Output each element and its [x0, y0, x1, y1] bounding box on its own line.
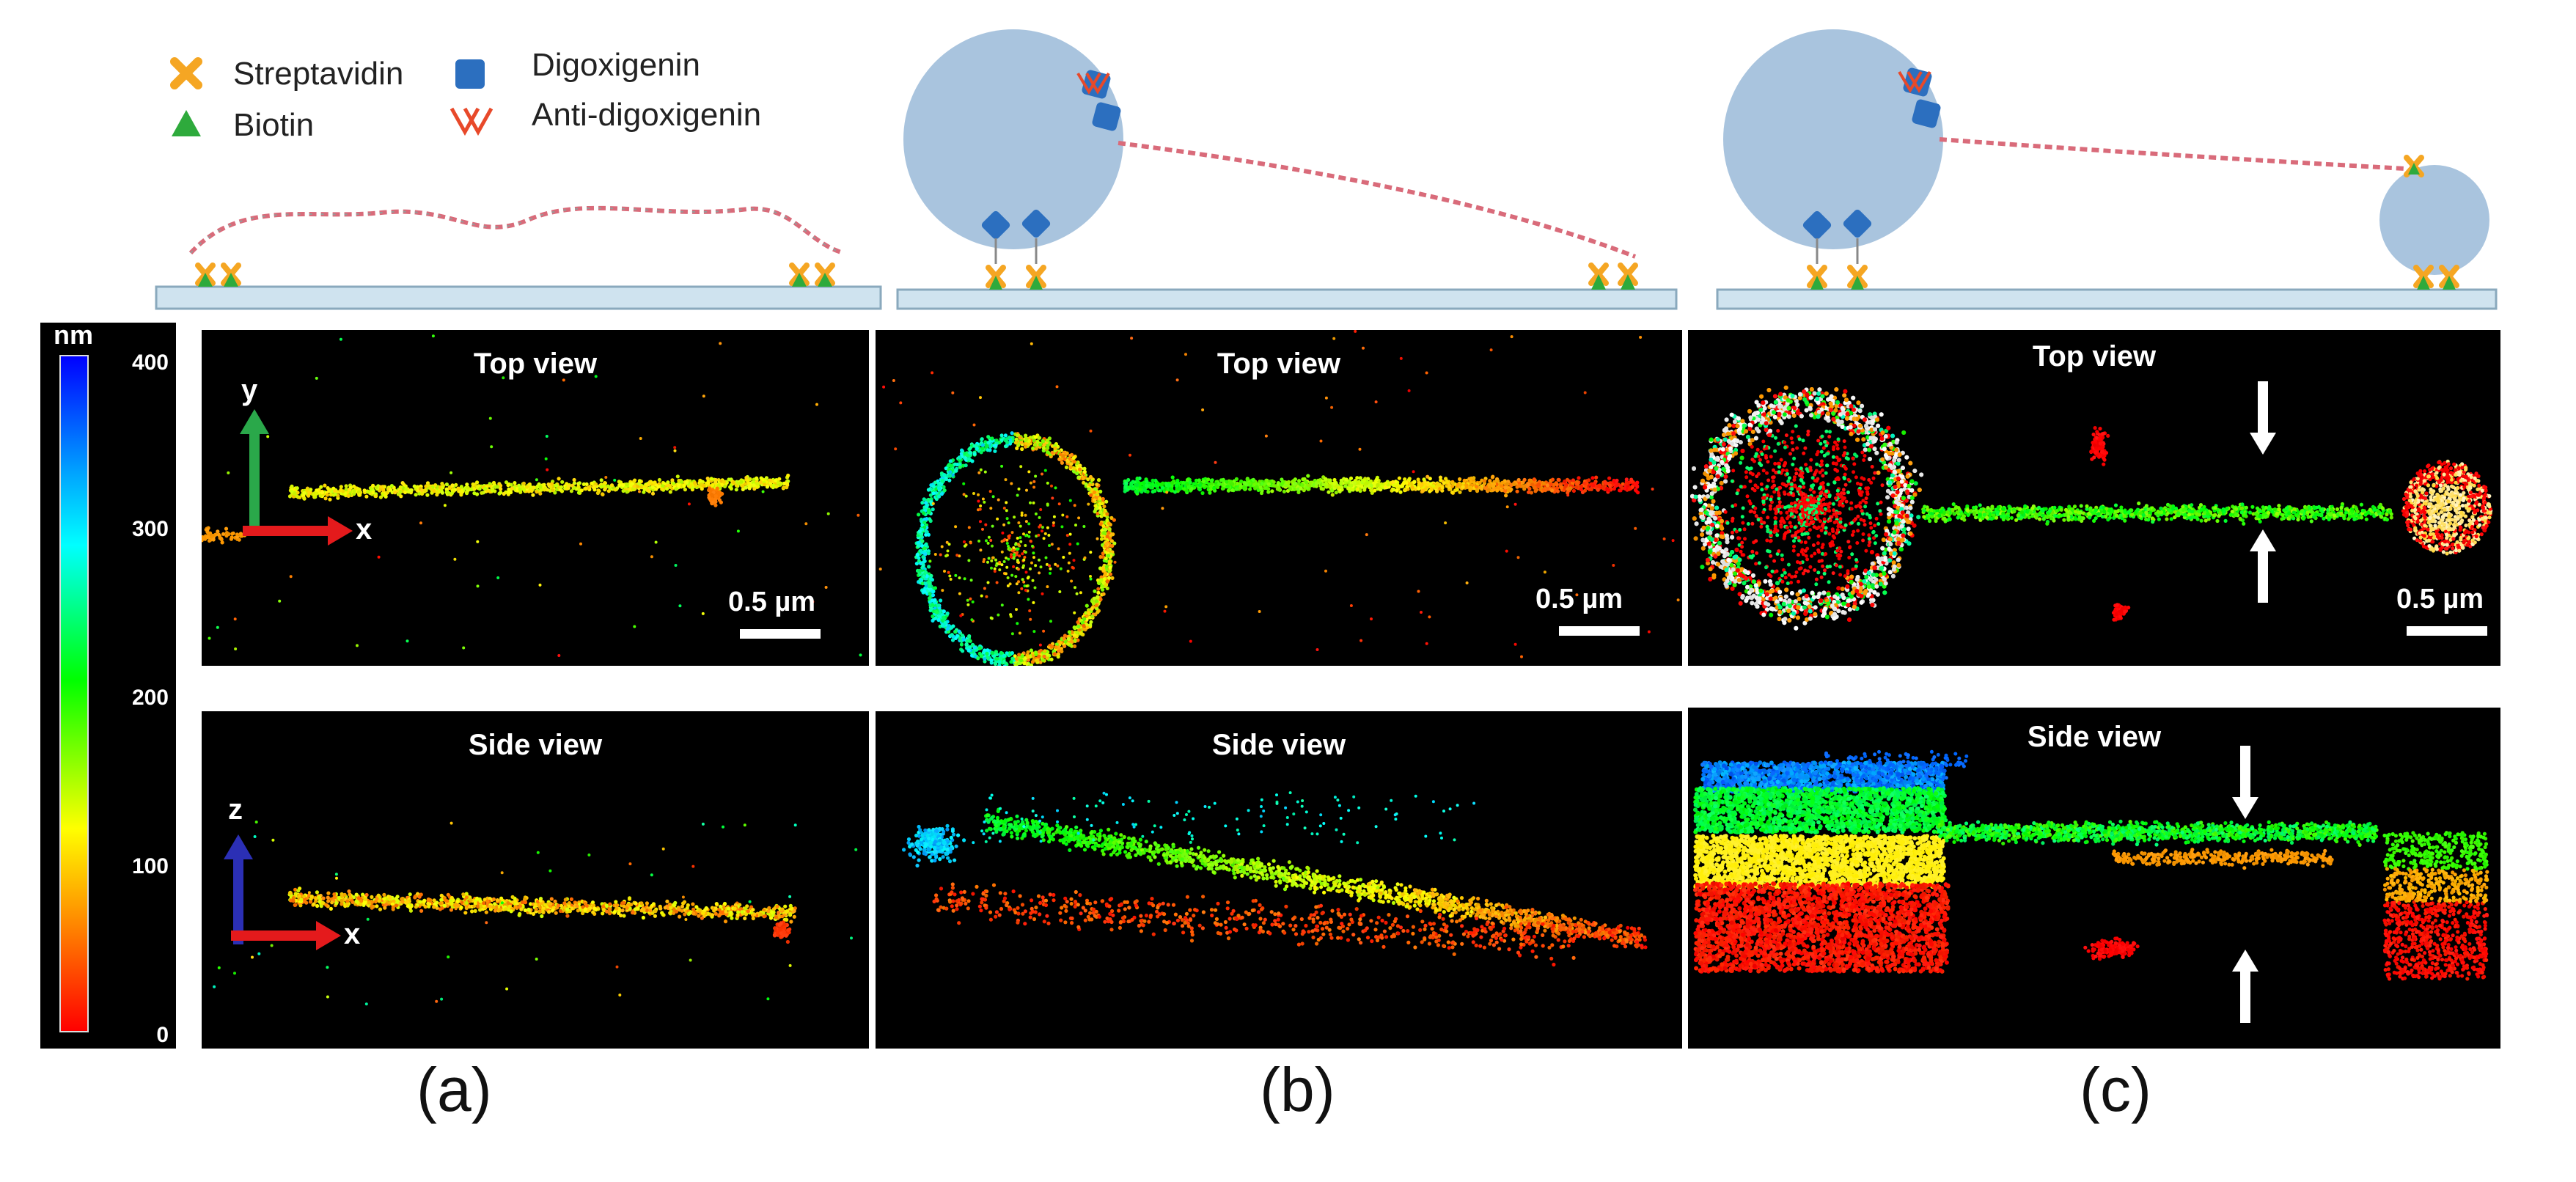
colorbar-tick-300: 300 [132, 517, 169, 542]
colorbar-gradient [59, 355, 89, 1032]
legend-anti-digoxigenin-label: Anti-digoxigenin [532, 97, 761, 133]
streptavidin-icon [170, 57, 202, 89]
colorbar-unit: nm [54, 323, 93, 350]
panel-b-side-title: Side view [876, 729, 1682, 762]
large-bead-c [1723, 29, 1943, 249]
legend-digoxigenin-label: Digoxigenin [532, 47, 700, 84]
scale-bar-c [2407, 626, 2487, 636]
colorbar-tick-400: 400 [132, 350, 169, 375]
x-axis-arrow-side-icon [231, 921, 341, 950]
z-axis-arrow-icon [224, 834, 253, 944]
panel-a-top-title: Top view [202, 348, 869, 381]
colorbar-tick-100: 100 [132, 854, 169, 879]
colorbar-tick-200: 200 [132, 686, 169, 711]
dna-strand-b [1118, 141, 1637, 259]
colorbar-panel: nm 400 300 200 100 0 [40, 323, 176, 1049]
panel-b-side-points [902, 791, 1648, 967]
schematic-diagrams [155, 29, 2498, 310]
scale-bar-a [740, 629, 821, 639]
up-arrow-icon [2250, 529, 2276, 603]
panel-b-top-title: Top view [876, 348, 1682, 381]
panel-a-side-title: Side view [202, 729, 869, 762]
panel-label-a: (a) [417, 1054, 492, 1126]
surface-c [1716, 288, 2498, 310]
panel-b-side: Side view [876, 711, 1682, 1049]
anchor-left-a [195, 263, 241, 287]
x-axis-label-side-a: x [344, 918, 360, 951]
scale-label-a: 0.5 µm [728, 587, 815, 618]
panel-c-top-title: Top view [1688, 340, 2500, 373]
up-arrow-side-icon [2232, 950, 2258, 1023]
scale-label-c: 0.5 µm [2396, 584, 2484, 615]
panel-label-b: (b) [1260, 1054, 1335, 1126]
biotin-icon [172, 110, 201, 136]
x-axis-label-top-a: x [356, 513, 372, 546]
panel-c-top-points [1690, 385, 2493, 631]
panel-c-side: Side view [1688, 708, 2500, 1049]
panel-a-side-points [213, 821, 858, 1006]
panel-a-side: Side view z x [202, 711, 869, 1049]
z-axis-label: z [228, 793, 243, 826]
dna-strand-c [1939, 137, 2406, 171]
bead-b [903, 29, 1123, 249]
anti-digoxigenin-icon [449, 107, 493, 136]
digoxigenin-icon [455, 59, 485, 89]
y-axis-label: y [241, 374, 257, 407]
panel-b-top: Top view 0.5 µm [876, 330, 1682, 666]
panel-c-side-points [1693, 749, 2489, 981]
panel-c-side-title: Side view [1688, 721, 2500, 754]
anchor-right-a [789, 263, 835, 287]
x-axis-arrow-icon [243, 516, 353, 546]
schematic-b [896, 29, 1678, 310]
panel-label-c: (c) [2080, 1054, 2151, 1126]
panel-b-top-points [878, 330, 1680, 666]
panel-a-top-points [202, 334, 862, 657]
colorbar-tick-0: 0 [156, 1023, 169, 1048]
schematic-a [155, 205, 882, 310]
surface-a [155, 285, 882, 310]
small-bead-c [2379, 165, 2489, 275]
legend: Streptavidin Biotin Digoxigenin Anti-dig… [169, 47, 829, 154]
surface-b [896, 288, 1678, 310]
schematic-c [1716, 29, 2498, 310]
scale-bar-b [1559, 626, 1640, 636]
panel-a-top: Top view y x 0.5 µm [202, 330, 869, 666]
scale-label-b: 0.5 µm [1535, 584, 1623, 615]
y-axis-arrow-icon [240, 409, 269, 526]
legend-biotin-label: Biotin [233, 107, 314, 144]
down-arrow-icon [2250, 381, 2276, 455]
down-arrow-side-icon [2232, 746, 2258, 819]
panel-c-top: Top view 0.5 µm [1688, 330, 2500, 666]
legend-streptavidin-label: Streptavidin [233, 56, 403, 92]
